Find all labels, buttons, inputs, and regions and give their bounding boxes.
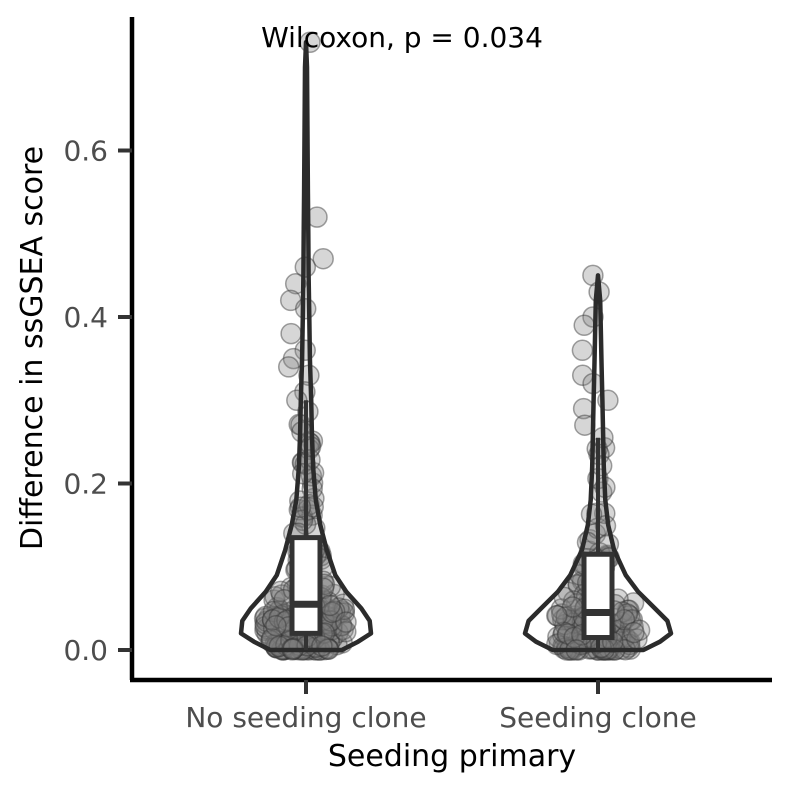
- data-point: [618, 604, 641, 627]
- data-point: [294, 297, 317, 320]
- data-point: [258, 606, 280, 629]
- data-point: [279, 289, 302, 312]
- y-tick-label: 0.4: [63, 301, 108, 334]
- data-point: [266, 596, 289, 619]
- y-tick-label: 0.6: [63, 135, 108, 168]
- data-point: [323, 600, 346, 622]
- boxplots: [289, 400, 615, 650]
- data-point: [263, 589, 285, 611]
- violin-outline: [238, 40, 374, 653]
- data-point: [262, 618, 285, 640]
- data-point: [323, 583, 345, 606]
- axes: 0.0 0.2 0.4 0.6 No seeding clone Seeding clon…: [63, 17, 772, 734]
- data-point: [557, 609, 580, 631]
- data-point: [277, 356, 300, 378]
- data-point: [622, 592, 645, 614]
- data-point: [622, 616, 644, 638]
- data-point: [263, 608, 285, 630]
- data-point: [335, 620, 357, 643]
- data-point: [327, 621, 349, 644]
- data-point: [619, 609, 642, 631]
- data-point: [266, 606, 288, 628]
- data-point: [329, 601, 352, 624]
- data-point: [551, 603, 573, 625]
- violins: [238, 40, 674, 653]
- data-point: [554, 613, 576, 636]
- violin-outline: [522, 273, 674, 653]
- data-point: [254, 605, 277, 628]
- data-point: [323, 606, 346, 629]
- wilcoxon-annotation: Wilcoxon, p = 0.034: [261, 21, 543, 54]
- data-point: [261, 609, 284, 631]
- data-point: [280, 322, 302, 345]
- data-point: [262, 600, 285, 623]
- data-point: [331, 600, 354, 623]
- data-point: [333, 598, 356, 620]
- data-point: [254, 612, 276, 635]
- data-point: [332, 618, 354, 641]
- data-point: [557, 623, 579, 645]
- data-point: [286, 389, 308, 412]
- data-point: [333, 602, 356, 624]
- data-point: [256, 622, 278, 645]
- data-point: [550, 598, 573, 620]
- data-point: [253, 607, 276, 630]
- x-tick-label: Seeding clone: [499, 701, 696, 734]
- data-point: [556, 624, 578, 647]
- y-tick-label: 0.2: [63, 468, 108, 501]
- data-point: [261, 609, 284, 631]
- y-axis-title: Difference in ssGSEA score: [15, 146, 50, 550]
- data-point: [311, 635, 333, 657]
- data-point: [268, 607, 290, 629]
- data-point: [328, 597, 350, 619]
- data-point: [616, 599, 639, 622]
- data-point: [553, 621, 575, 643]
- data-point: [618, 599, 640, 622]
- data-point: [552, 609, 574, 631]
- x-axis-title: Seeding primary: [328, 739, 576, 774]
- data-point: [255, 617, 278, 640]
- data-point: [319, 594, 341, 617]
- data-point: [555, 606, 577, 628]
- data-point: [335, 611, 357, 633]
- data-point: [621, 608, 644, 631]
- data-point: [555, 636, 578, 659]
- data-point: [614, 626, 636, 648]
- data-point: [571, 339, 594, 362]
- y-tick-label: 0.0: [63, 634, 108, 667]
- box-body: [581, 551, 615, 641]
- data-point: [552, 624, 574, 647]
- box-body: [289, 535, 323, 636]
- data-point: [265, 614, 287, 637]
- data-point: [312, 247, 334, 270]
- data-point: [556, 625, 579, 647]
- x-tick-label: No seeding clone: [185, 701, 426, 734]
- data-point: [573, 314, 595, 337]
- data-point: [616, 603, 639, 625]
- data-point: [254, 615, 276, 638]
- data-point: [623, 621, 645, 644]
- data-point: [628, 619, 651, 641]
- data-point: [330, 615, 353, 637]
- data-point: [284, 272, 307, 295]
- data-point: [546, 605, 569, 627]
- data-point: [330, 614, 353, 637]
- data-point: [332, 593, 354, 615]
- data-point: [267, 600, 290, 623]
- data-point: [547, 626, 569, 648]
- data-point: [546, 604, 568, 627]
- data-point: [264, 585, 286, 608]
- data-point: [254, 619, 276, 642]
- data-point: [255, 610, 278, 633]
